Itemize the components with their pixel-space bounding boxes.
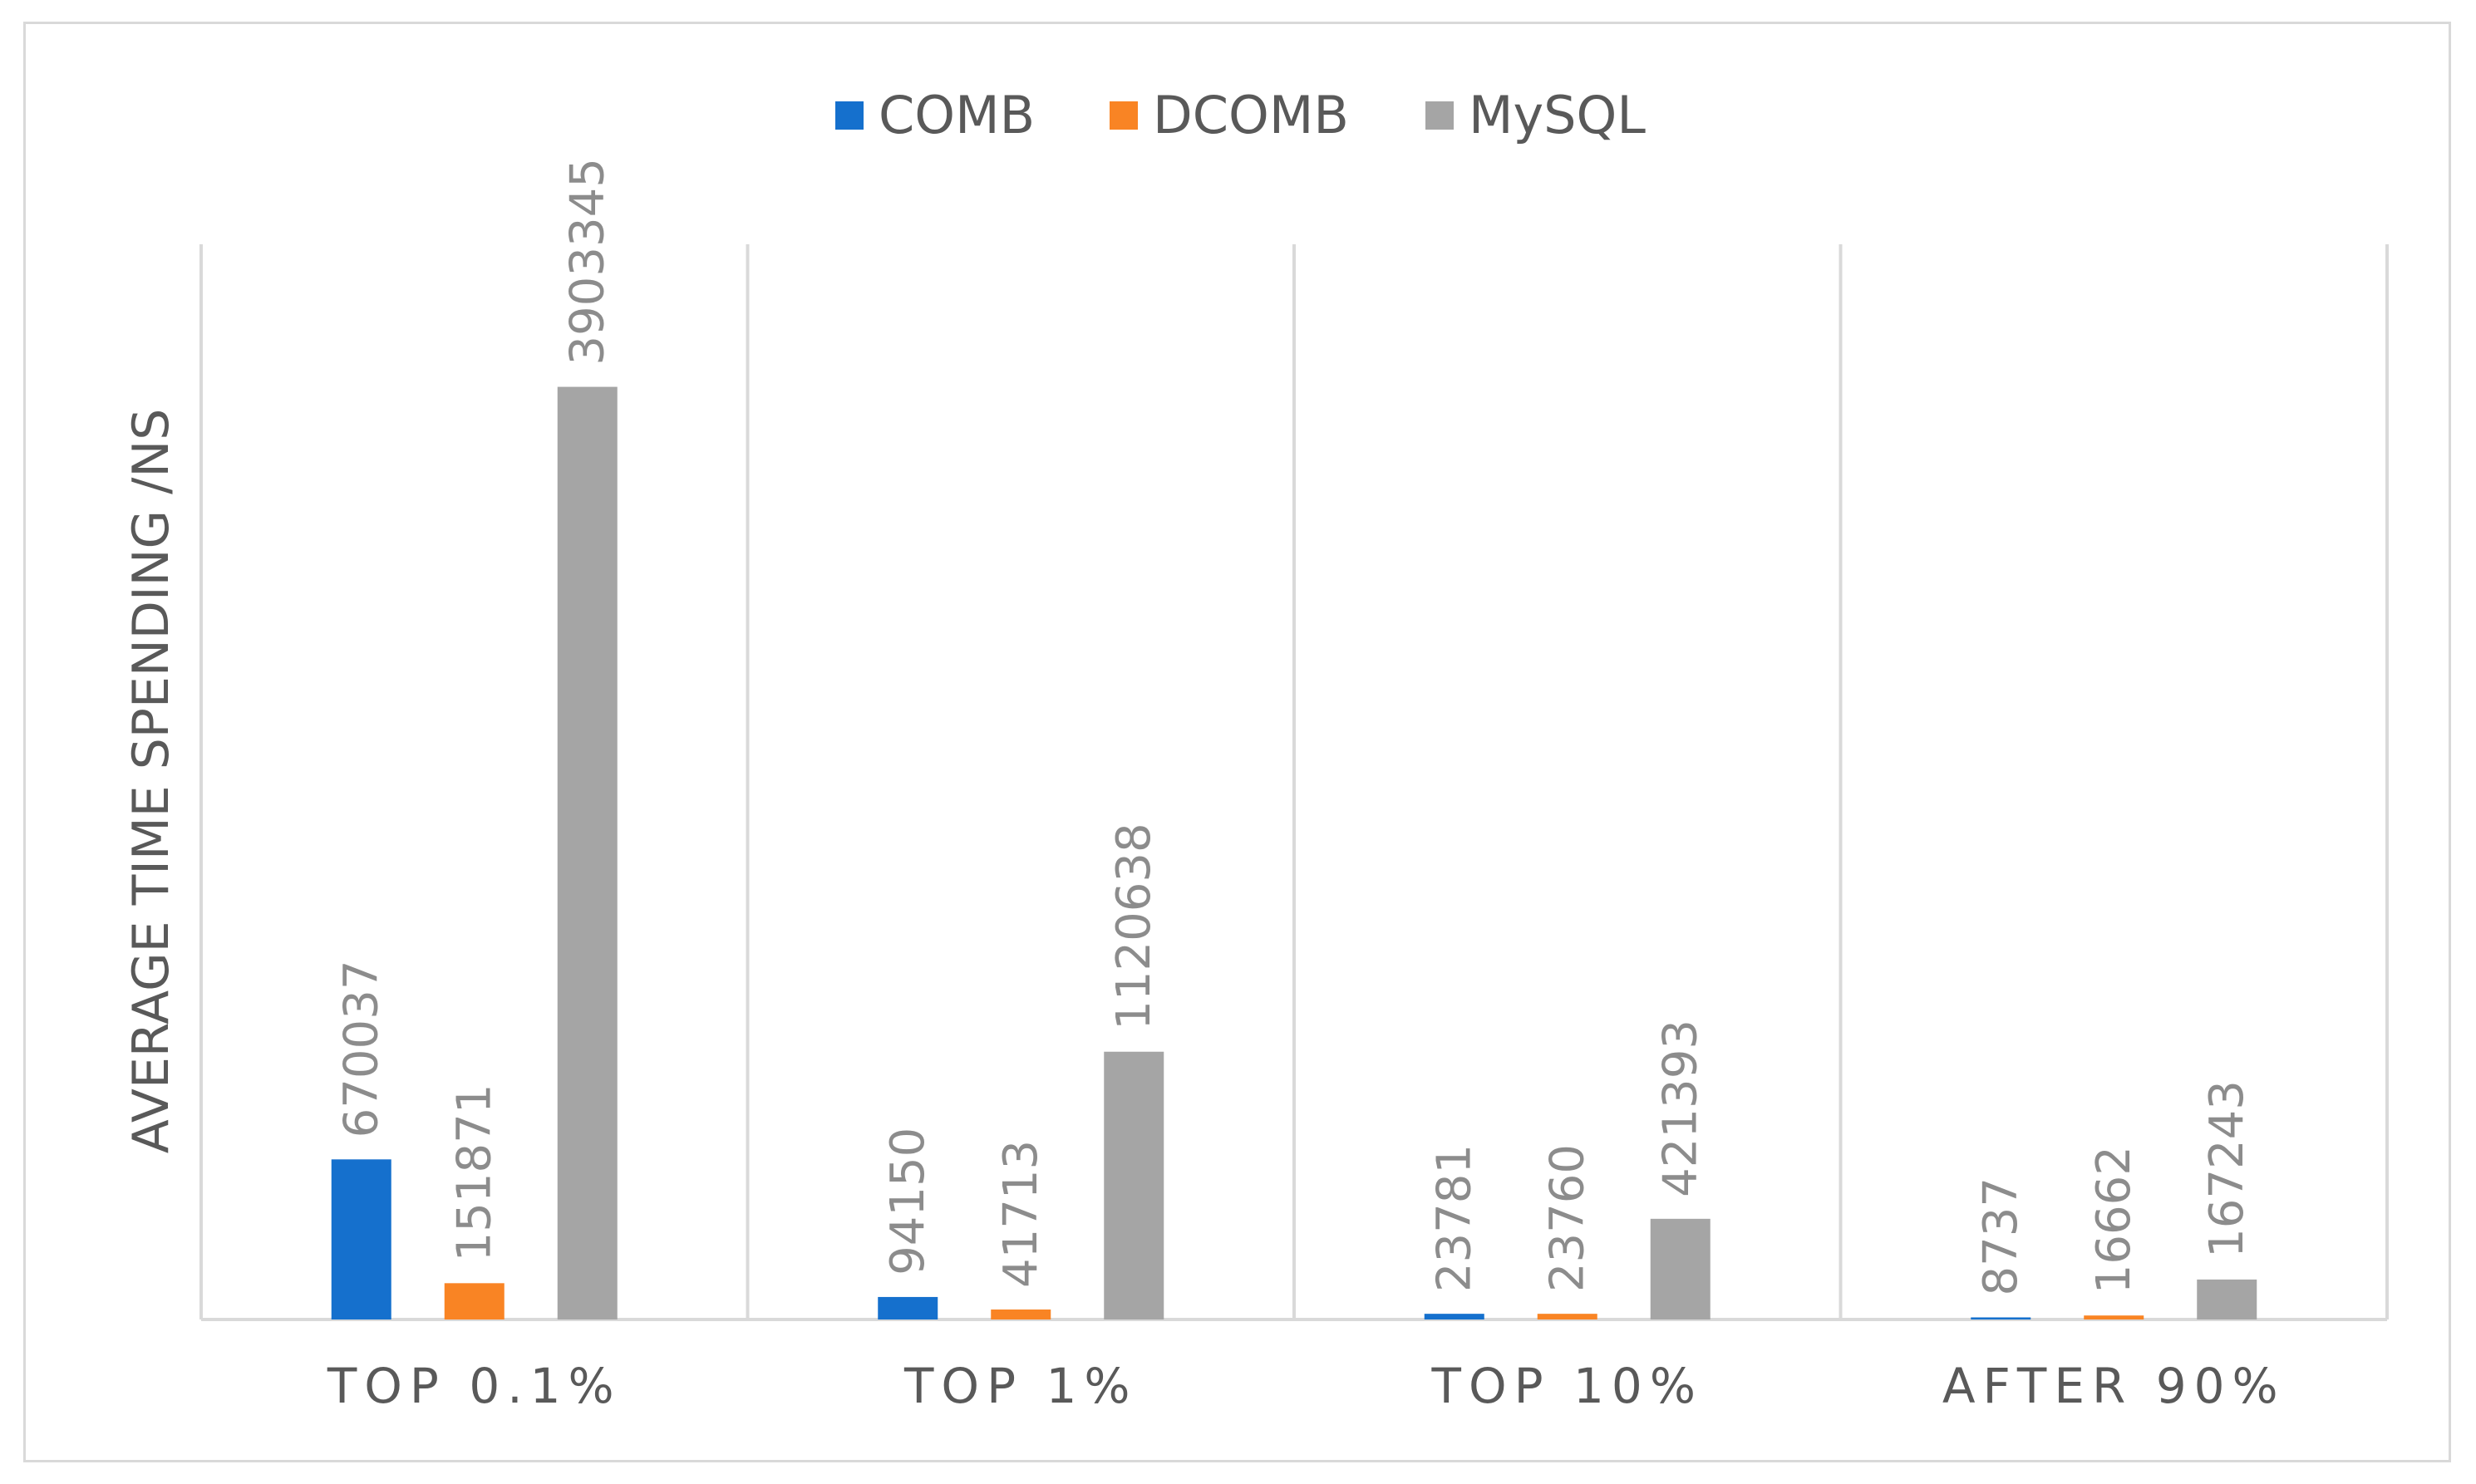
bar-mysql-1 bbox=[1104, 1051, 1164, 1319]
data-label-comb-2: 23781 bbox=[1427, 1144, 1481, 1292]
data-label-comb-1: 94150 bbox=[881, 1128, 935, 1275]
data-label-mysql-1: 1120638 bbox=[1107, 823, 1161, 1029]
x-tick-labels: TOP 0.1% TOP 1% TOP 10% AFTER 90% bbox=[327, 1358, 2286, 1414]
bar-comb-3 bbox=[1971, 1317, 2031, 1319]
x-tick-label-3: AFTER 90% bbox=[1942, 1358, 2286, 1414]
bar-mysql-0 bbox=[557, 386, 618, 1319]
data-label-mysql-0: 3903345 bbox=[560, 158, 614, 365]
data-label-dcomb-2: 23760 bbox=[1540, 1144, 1594, 1292]
legend: COMB DCOMB MySQL bbox=[835, 85, 1646, 145]
bar-comb-2 bbox=[1424, 1314, 1484, 1319]
x-tick-label-2: TOP 10% bbox=[1431, 1358, 1703, 1414]
legend-swatch-dcomb bbox=[1110, 101, 1138, 130]
data-label-dcomb-1: 41713 bbox=[994, 1140, 1048, 1288]
chart-frame bbox=[23, 22, 2451, 1462]
data-label-comb-0: 670037 bbox=[334, 961, 388, 1138]
data-label-dcomb-3: 16662 bbox=[2087, 1146, 2141, 1294]
legend-swatch-mysql bbox=[1425, 101, 1454, 130]
bar-dcomb-1 bbox=[991, 1310, 1051, 1319]
x-tick-label-1: TOP 1% bbox=[903, 1358, 1138, 1414]
bar-mysql-3 bbox=[2197, 1279, 2257, 1319]
bar-dcomb-0 bbox=[444, 1283, 505, 1319]
legend-label-comb: COMB bbox=[879, 85, 1035, 145]
data-label-comb-3: 8737 bbox=[1974, 1177, 2028, 1296]
bar-mysql-2 bbox=[1650, 1218, 1711, 1319]
y-axis-label: AVERAGE TIME SPENDING /NS bbox=[122, 409, 180, 1154]
data-labels: 670037 94150 23781 8737 151871 41713 23760 1666… bbox=[334, 158, 2254, 1295]
bar-dcomb-3 bbox=[2084, 1315, 2144, 1319]
bars bbox=[331, 386, 2257, 1319]
category-dividers bbox=[199, 244, 2389, 1319]
bar-comb-1 bbox=[878, 1296, 938, 1319]
data-label-mysql-2: 421393 bbox=[1653, 1020, 1707, 1197]
bar-dcomb-2 bbox=[1537, 1314, 1597, 1319]
legend-swatch-comb bbox=[835, 101, 864, 130]
x-tick-label-0: TOP 0.1% bbox=[327, 1358, 622, 1414]
bar-comb-0 bbox=[331, 1159, 391, 1319]
data-label-dcomb-0: 151871 bbox=[447, 1084, 501, 1262]
legend-label-mysql: MySQL bbox=[1469, 85, 1646, 145]
data-label-mysql-3: 167243 bbox=[2200, 1080, 2254, 1258]
legend-label-dcomb: DCOMB bbox=[1153, 85, 1349, 145]
